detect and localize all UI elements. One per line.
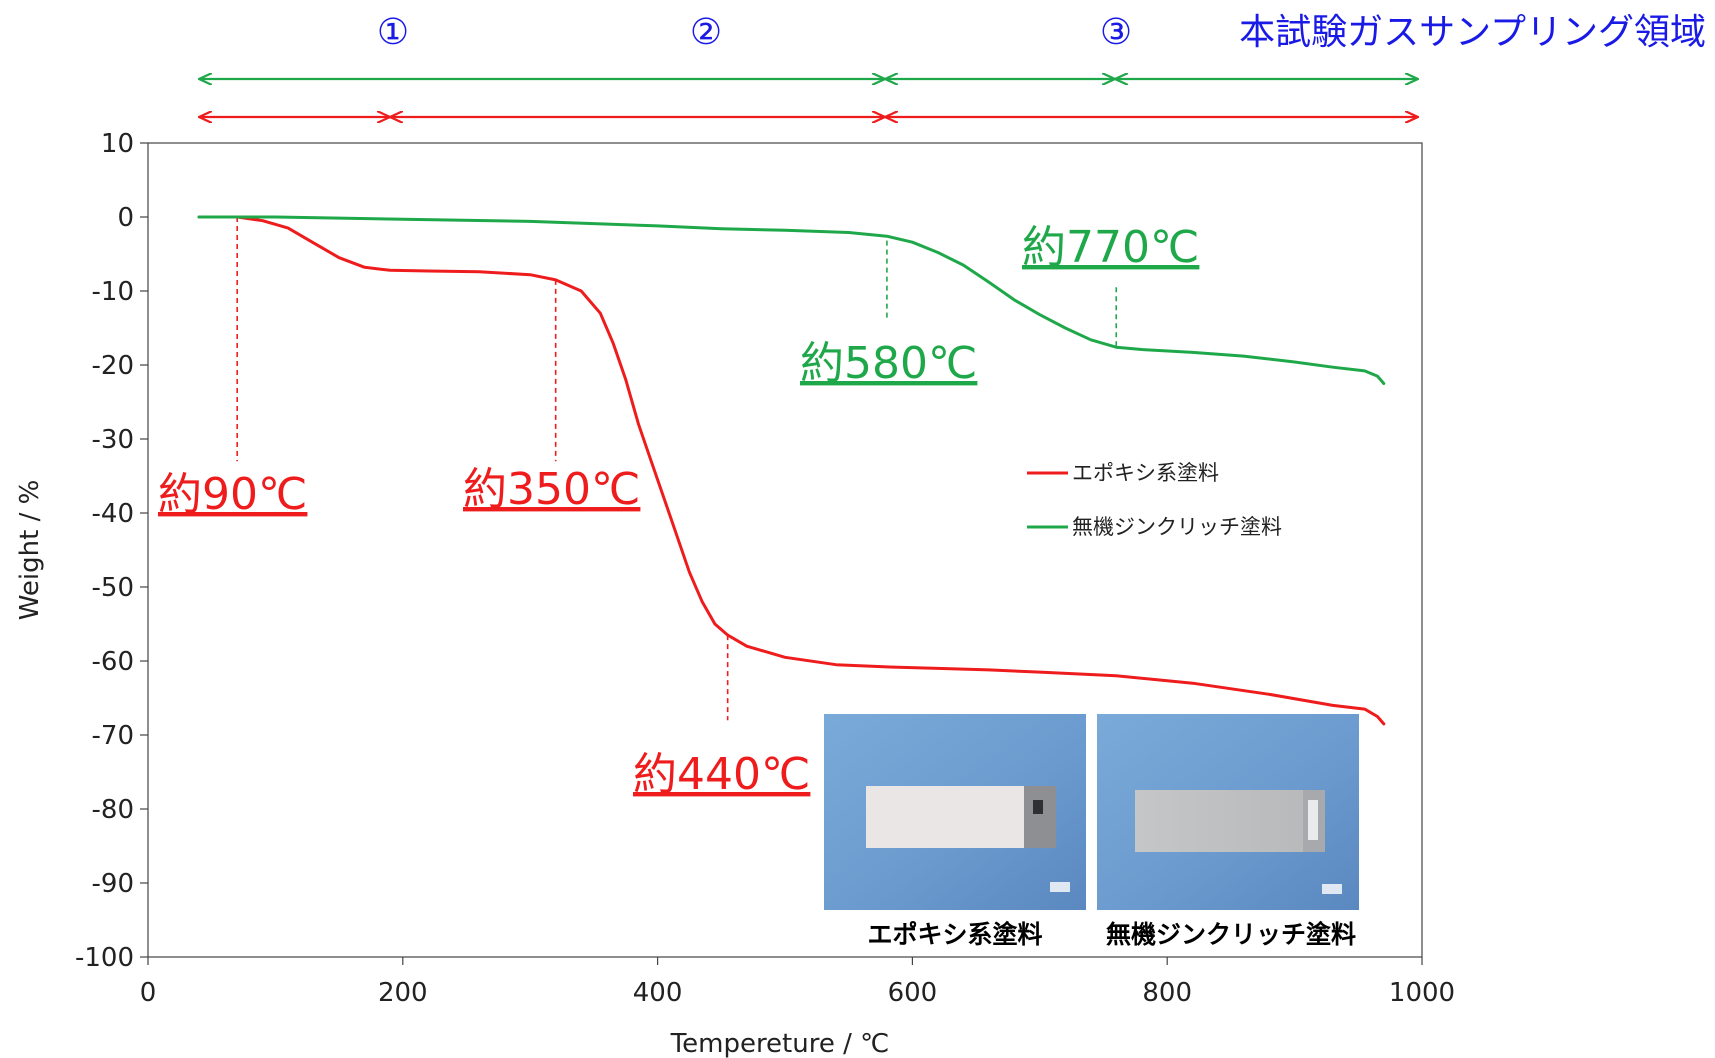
y-tick-label: -60 (92, 647, 134, 677)
y-tick-label: -50 (92, 573, 134, 603)
region-2-label: ② (690, 12, 722, 53)
x-tick-label: 0 (140, 978, 157, 1008)
y-tick-label: 0 (117, 203, 134, 233)
y-axis-title: Weight / % (15, 480, 45, 621)
annotation-guides (236, 217, 1118, 721)
x-tick-label: 400 (633, 978, 683, 1008)
series-line-zinc (197, 215, 1386, 385)
annotation-zinc-580: 約580℃ (800, 338, 977, 389)
annotation-epoxy-90: 約90℃ (158, 469, 307, 520)
y-tick-label: -90 (92, 869, 134, 899)
region-1-label: ① (377, 12, 409, 53)
y-tick-label: 10 (101, 129, 134, 159)
epoxy-photo-label: エポキシ系塗料 (867, 920, 1042, 949)
x-axis-title: Tempereture / ℃ (670, 1029, 890, 1058)
legend-label-epoxy: エポキシ系塗料 (1072, 461, 1219, 485)
legend: エポキシ系塗料 無機ジンクリッチ塗料 (1027, 461, 1282, 539)
y-tick-label: -100 (75, 943, 134, 973)
y-tick-label: -40 (92, 499, 134, 529)
y-tick-label: -70 (92, 721, 134, 751)
series-line-epoxy (197, 215, 1386, 726)
photo-caption-band (824, 910, 1359, 956)
y-tick-label: -20 (92, 351, 134, 381)
plot-area (147, 142, 1423, 958)
x-axis: 0 200 400 600 800 1000 (140, 957, 1455, 1008)
epoxy-sample-photo (824, 714, 1086, 910)
annotation-epoxy-350: 約350℃ (463, 464, 640, 515)
y-tick-label: -30 (92, 425, 134, 455)
x-tick-label: 1000 (1389, 978, 1455, 1008)
x-tick-label: 600 (888, 978, 938, 1008)
gas-sampling-region-label: 本試験ガスサンプリング領域 (1239, 12, 1706, 53)
zinc-photo-label: 無機ジンクリッチ塗料 (1106, 920, 1356, 949)
region-3-label: ③ (1100, 12, 1132, 53)
series-layer (197, 215, 1386, 726)
legend-label-zinc: 無機ジンクリッチ塗料 (1072, 515, 1282, 539)
annotation-epoxy-440: 約440℃ (633, 749, 810, 800)
x-tick-label: 800 (1142, 978, 1192, 1008)
x-tick-label: 200 (378, 978, 428, 1008)
y-axis: 10 0 -10 -20 -30 -40 -50 -60 -70 -80 -90 -100 (75, 129, 148, 973)
zinc-sample-photo (1097, 714, 1359, 910)
y-tick-label: -10 (92, 277, 134, 307)
y-tick-label: -80 (92, 795, 134, 825)
annotation-zinc-770: 約770℃ (1022, 222, 1199, 273)
